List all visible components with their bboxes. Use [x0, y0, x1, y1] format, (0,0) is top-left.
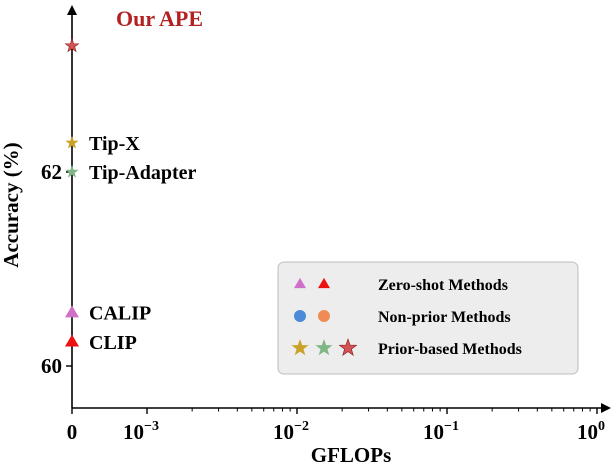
point-tip-adapter-star-icon [65, 165, 79, 178]
point-clip-triangle-icon [65, 334, 79, 347]
legend-circle-icon [318, 310, 330, 322]
point-label: Tip-X [89, 133, 140, 155]
legend-label: Zero-shot Methods [378, 277, 508, 294]
point-calip-triangle-icon [65, 305, 79, 318]
point-label: Tip-Adapter [89, 162, 197, 184]
legend-label: Prior-based Methods [378, 341, 522, 358]
x-tick-label: 10−3 [123, 419, 159, 444]
data-points [64, 37, 80, 347]
point-label: Our APE [116, 6, 203, 31]
point-label: CLIP [89, 332, 137, 354]
legend-circle-icon [294, 310, 306, 322]
x-tick-label: 100 [577, 419, 605, 444]
legend-star-icon [315, 339, 333, 356]
x-tick-label: 10−2 [273, 419, 309, 444]
tick-labels: 010−310−210−110010160626466 [41, 160, 605, 444]
point-labels: Our APE-TTip-Adapter-FCLIP-AdapterCoOpCo… [89, 6, 203, 354]
x-tick-label: 0 [67, 420, 78, 444]
legend-label: Non-prior Methods [378, 309, 511, 326]
legend-triangle-icon [294, 277, 306, 289]
legend: Zero-shot Methods Non-prior Methods Prior-… [277, 261, 579, 375]
legend-star-icon [291, 339, 309, 356]
point-label: CALIP [89, 303, 151, 325]
x-axis-title: GFLOPs [311, 443, 392, 466]
y-tick-label: 60 [41, 354, 62, 378]
point-our-ape-star-icon [64, 37, 80, 53]
legend-triangle-icon [318, 277, 330, 289]
y-axis-title: Accuracy (%) [0, 142, 23, 267]
y-tick-label: 62 [41, 160, 62, 184]
point-tip-x-star-icon [65, 135, 79, 149]
legend-star-icon [338, 338, 358, 357]
x-tick-label: 10−1 [423, 419, 459, 444]
